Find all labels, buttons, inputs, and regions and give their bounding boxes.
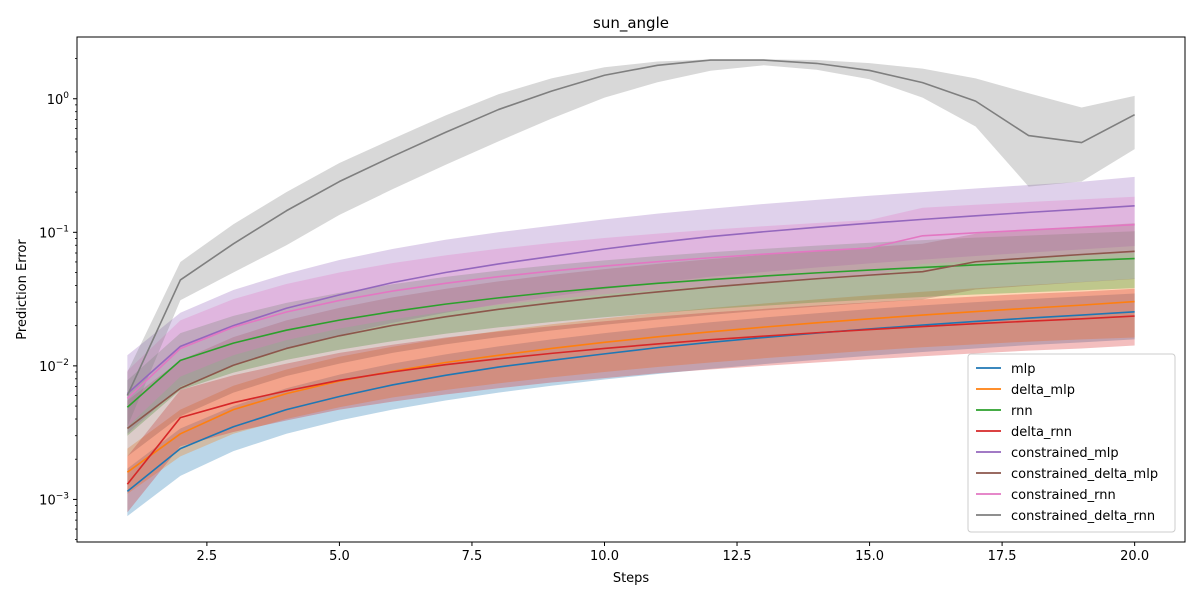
plot-frame <box>76 36 1186 543</box>
y-tick-label: 100 <box>47 91 70 108</box>
band-mlp <box>127 293 1135 517</box>
x-tick-label: 20.0 <box>1120 549 1149 564</box>
confidence-bands <box>127 59 1135 517</box>
line-constrained_mlp <box>126 204 1135 395</box>
band-constrained_mlp <box>127 176 1135 434</box>
band-constrained_delta_mlp <box>127 223 1135 457</box>
legend-label: constrained_delta_mlp <box>1011 467 1158 482</box>
line-constrained_delta_rnn <box>126 59 1136 396</box>
line-mlp <box>126 311 1135 492</box>
legend-label: mlp <box>1011 362 1036 377</box>
x-axis-label: Steps <box>613 571 650 586</box>
line-delta_mlp <box>126 300 1135 473</box>
x-tick-label: 7.5 <box>462 549 483 564</box>
band-rnn <box>127 231 1135 436</box>
chart-title: sun_angle <box>593 14 669 33</box>
x-tick-label: 5.0 <box>329 549 350 564</box>
line-delta_rnn <box>126 315 1135 485</box>
line-rnn <box>126 257 1135 408</box>
legend-label: constrained_rnn <box>1011 488 1116 503</box>
series-lines <box>126 59 1136 492</box>
y-tick-label: 10−2 <box>39 358 69 375</box>
x-tick-label: 2.5 <box>197 549 218 564</box>
line-constrained_rnn <box>126 223 1135 400</box>
x-tick-label: 10.0 <box>590 549 619 564</box>
legend-label: rnn <box>1011 404 1033 419</box>
line-constrained_delta_mlp <box>126 250 1135 430</box>
legend-label: delta_mlp <box>1011 383 1075 398</box>
legend-label: delta_rnn <box>1011 425 1072 440</box>
x-tick-label: 12.5 <box>723 549 752 564</box>
band-constrained_rnn <box>127 196 1135 427</box>
band-delta_rnn <box>127 288 1135 513</box>
legend-box <box>967 353 1176 533</box>
legend-label: constrained_mlp <box>1011 446 1119 461</box>
y-axis-label: Prediction Error <box>15 239 30 340</box>
y-tick-label: 10−3 <box>39 491 69 508</box>
x-axis-ticks: 2.5 5.0 7.5 10.0 12.5 15.0 17.5 20.0 <box>197 542 1149 564</box>
x-tick-label: 17.5 <box>988 549 1017 564</box>
band-delta_mlp <box>127 278 1135 494</box>
legend-label: constrained_delta_rnn <box>1011 509 1155 524</box>
band-constrained_delta_rnn <box>127 59 1135 427</box>
y-tick-label: 10−1 <box>39 224 69 241</box>
x-tick-label: 15.0 <box>855 549 884 564</box>
y-axis-ticks: 10−3 10−2 10−1 100 <box>39 58 77 541</box>
